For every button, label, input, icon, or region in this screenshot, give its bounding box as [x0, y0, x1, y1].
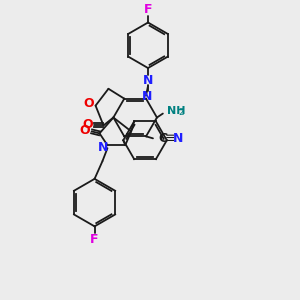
Text: O: O — [80, 124, 90, 137]
Text: NH: NH — [167, 106, 185, 116]
Text: C: C — [158, 132, 167, 145]
Text: O: O — [82, 118, 93, 131]
Text: N: N — [142, 90, 152, 103]
Text: 2: 2 — [179, 108, 184, 117]
Text: F: F — [144, 3, 152, 16]
Text: ≡: ≡ — [165, 132, 175, 145]
Text: O: O — [83, 97, 94, 110]
Text: N: N — [143, 74, 153, 87]
Text: N: N — [173, 132, 183, 145]
Text: F: F — [90, 233, 99, 246]
Text: N: N — [98, 141, 109, 154]
